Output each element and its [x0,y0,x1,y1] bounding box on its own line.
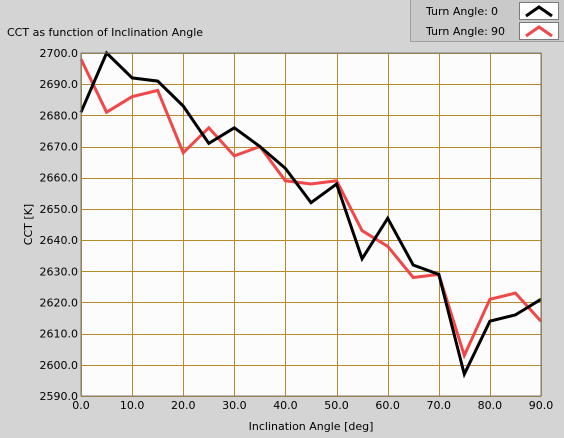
x-tick-label: 80.0 [478,399,503,412]
x-tick-label: 70.0 [427,399,452,412]
plot-frame [80,52,542,397]
legend: Turn Angle: 0 Turn Angle: 90 [410,0,564,42]
series-lines [79,50,543,379]
y-tick-label: 2650.0 [40,203,79,216]
y-tick-label: 2680.0 [40,109,79,122]
plot-area [81,53,541,396]
y-tick-label: 2610.0 [40,328,79,341]
y-tick-label: 2690.0 [40,78,79,91]
y-tick-label: 2700.0 [40,47,79,60]
y-axis-label: CCT [K] [22,204,35,245]
legend-swatch-1[interactable] [519,22,559,40]
y-tick-label: 2600.0 [40,359,79,372]
x-tick-label: 10.0 [120,399,145,412]
legend-value-0: 0 [491,5,498,18]
legend-swatch-line-1 [525,25,553,38]
legend-value-1: 90 [491,25,505,38]
legend-swatch-line-0 [525,5,553,18]
y-tick-label: 2640.0 [40,234,79,247]
x-tick-label: 30.0 [222,399,247,412]
legend-entry-0: Turn Angle: 0 [411,1,564,21]
y-tick-label: 2590.0 [40,390,79,403]
legend-entry-1: Turn Angle: 90 [411,21,564,41]
y-tick-label: 2630.0 [40,265,79,278]
x-tick-label: 0.0 [72,399,90,412]
x-axis-label: Inclination Angle [deg] [249,420,374,433]
x-tick-label: 60.0 [375,399,400,412]
y-tick-label: 2670.0 [40,141,79,154]
legend-label-1: Turn Angle: [426,25,488,38]
x-tick-label: 40.0 [273,399,298,412]
x-tick-label: 20.0 [171,399,196,412]
legend-swatch-0[interactable] [519,2,559,20]
y-tick-label: 2620.0 [40,296,79,309]
y-tick-label: 2660.0 [40,172,79,185]
series-line-0 [79,50,542,379]
x-tick-labels: 0.0 10.0 20.0 30.0 40.0 50.0 60.0 70.0 80.0 90.0 [72,399,553,412]
chart-title: CCT as function of Inclination Angle [7,26,204,39]
x-tick-label: 90.0 [529,399,554,412]
series-line-1 [79,58,543,360]
x-tick-label: 50.0 [324,399,349,412]
y-tick-labels: 2590.0 2600.0 2610.0 2620.0 2630.0 2640.0 2650… [40,47,79,403]
legend-label-0: Turn Angle: [426,5,488,18]
